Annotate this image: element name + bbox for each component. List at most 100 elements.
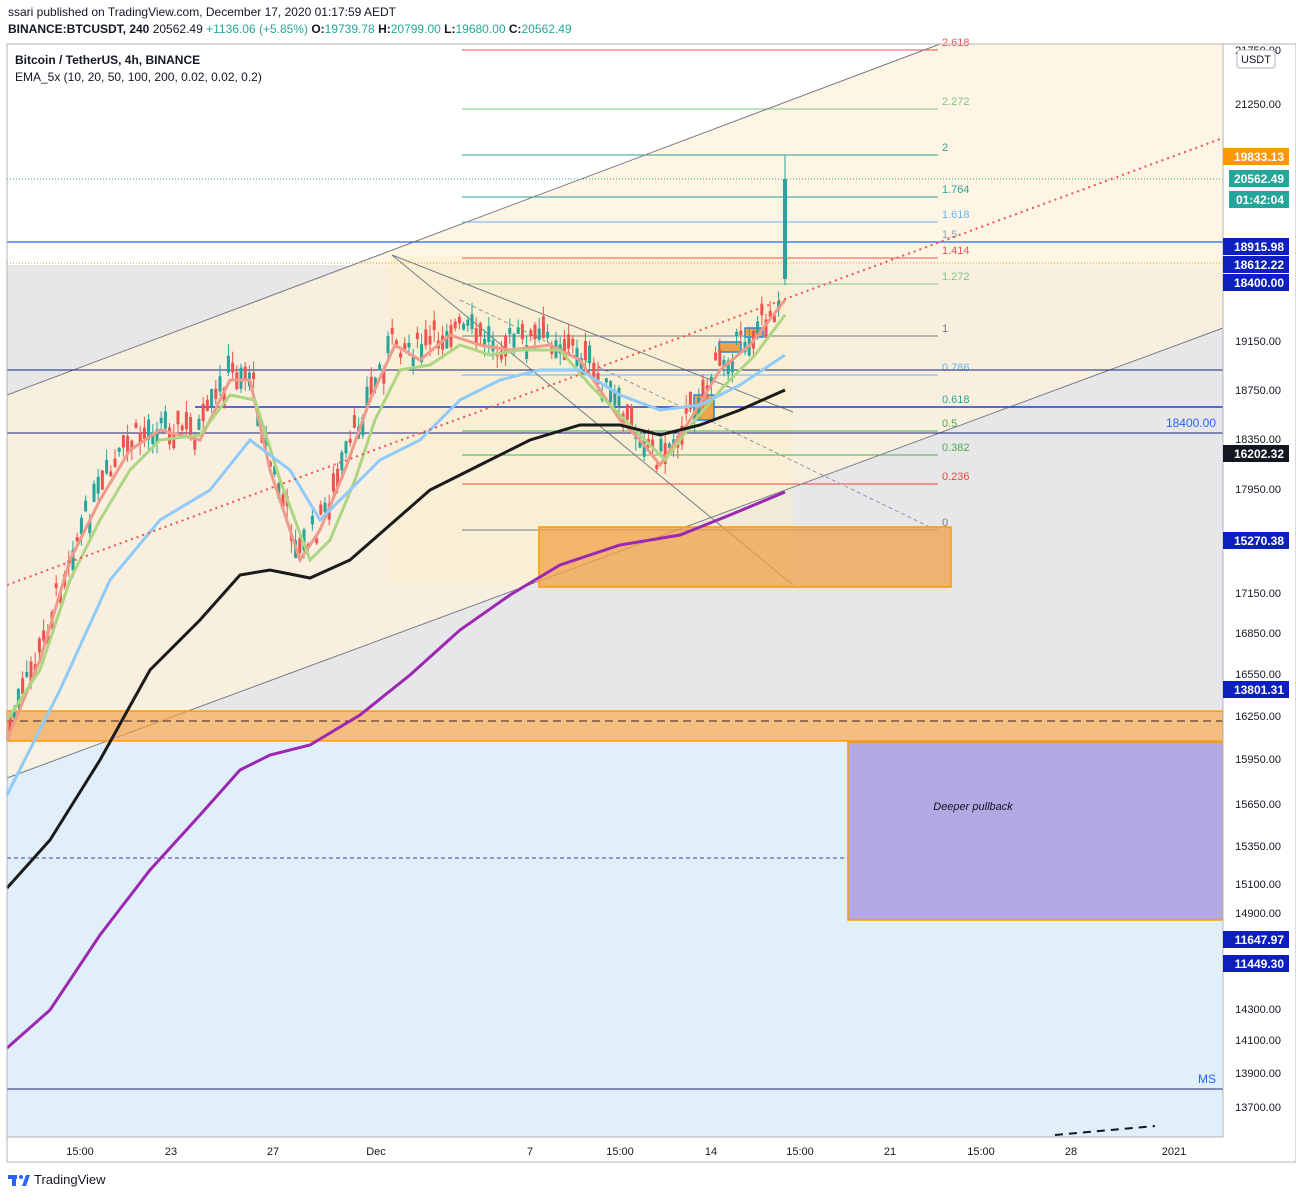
x-tick-label: Dec xyxy=(366,1146,386,1158)
ema-20-line[interactable] xyxy=(5,314,787,721)
price-label-tag xyxy=(1223,445,1289,462)
price-label-tag xyxy=(1229,191,1289,208)
candle-body xyxy=(315,537,319,544)
candle-body xyxy=(756,321,760,336)
fib-label: 1.5 xyxy=(942,229,957,241)
support-zone-band[interactable] xyxy=(6,710,1224,742)
currency-badge[interactable] xyxy=(1236,49,1276,69)
y-tick-label: 16850.00 xyxy=(1235,628,1281,640)
candle-body xyxy=(588,345,592,364)
candle-body xyxy=(92,483,96,502)
y-tick-label: 18350.00 xyxy=(1235,434,1281,446)
candle-body xyxy=(516,327,520,334)
low-label: L: xyxy=(444,22,456,36)
pullback-zone-box[interactable] xyxy=(847,741,1224,921)
candle-body xyxy=(197,418,201,430)
candle-body xyxy=(134,422,138,429)
price-label-tag xyxy=(1223,681,1289,698)
price-label-text: 18400.00 xyxy=(1234,276,1284,290)
candle-body xyxy=(525,344,529,359)
price-label-text: 18612.22 xyxy=(1234,258,1284,272)
candle-body xyxy=(281,494,285,507)
candle-body xyxy=(735,331,739,337)
candle-body xyxy=(583,341,587,361)
channel-upper-line[interactable] xyxy=(6,43,941,396)
low-value: 19680.00 xyxy=(455,22,506,36)
candle-body xyxy=(470,314,474,330)
candle-body xyxy=(121,434,125,448)
x-tick-label: 7 xyxy=(527,1146,533,1158)
candle-body xyxy=(210,389,214,407)
indicator-legend[interactable]: EMA_5x (10, 20, 50, 100, 200, 0.02, 0.02… xyxy=(15,70,262,84)
price-label-text: 15270.38 xyxy=(1234,534,1284,548)
candle-body xyxy=(596,372,600,385)
fib-label: 0.786 xyxy=(942,362,970,374)
candle-body xyxy=(184,411,188,430)
candle-body xyxy=(772,315,776,323)
candle-body xyxy=(113,458,117,467)
y-tick-label: 21250.00 xyxy=(1235,99,1281,111)
candle-body xyxy=(226,355,230,373)
candle-body xyxy=(621,413,625,428)
price-axis[interactable] xyxy=(1223,44,1296,1137)
candle-body xyxy=(378,364,382,371)
candle-body xyxy=(659,438,663,452)
candle-body xyxy=(613,390,617,406)
candle-body xyxy=(609,381,613,403)
price-axis-labels: 19833.13 20562.49 01:42:04 18915.98 18612.22… xyxy=(1223,148,1289,972)
candle-body xyxy=(462,323,466,330)
candle-body xyxy=(352,415,356,429)
price-label-text: 19833.13 xyxy=(1234,150,1284,164)
candle-body xyxy=(541,316,545,338)
candle-body xyxy=(487,326,491,343)
candle-body xyxy=(420,344,424,363)
candle-body xyxy=(298,538,302,554)
ema-50-line[interactable] xyxy=(5,353,786,796)
candle-body xyxy=(663,443,667,464)
publisher-line: ssari published on TradingView.com, Dece… xyxy=(8,5,397,19)
y-tick-label: 15350.00 xyxy=(1235,841,1281,853)
candle-body xyxy=(764,319,768,338)
y-tick-label: 19150.00 xyxy=(1235,336,1281,348)
candle-body xyxy=(428,336,432,345)
tradingview-logo[interactable]: TradingView xyxy=(8,1172,106,1187)
ms-label: MS xyxy=(1198,1072,1216,1086)
candle-body xyxy=(189,417,193,436)
candle-body xyxy=(348,438,352,443)
price-axis-ticks: 21750.0021250.0019150.0018750.0018350.00… xyxy=(1235,45,1281,1114)
price-label-tag xyxy=(1223,955,1289,972)
candle-body xyxy=(323,502,327,513)
tradingview-logo-icon xyxy=(8,1174,30,1186)
demand-zone-box[interactable] xyxy=(538,526,952,588)
ema-200-line[interactable] xyxy=(6,490,786,1050)
y-tick-label: 13700.00 xyxy=(1235,1102,1281,1114)
candle-body xyxy=(96,476,100,494)
candle-body xyxy=(172,432,176,449)
candle-body xyxy=(193,435,197,450)
ema-10-line[interactable] xyxy=(5,299,787,741)
fib-label: 0.5 xyxy=(942,418,957,430)
candle-body xyxy=(100,470,104,490)
candle-body xyxy=(180,425,184,431)
candle-body xyxy=(319,504,323,515)
candle-body xyxy=(310,515,314,525)
candle-body xyxy=(277,483,281,499)
candle-body xyxy=(268,461,272,467)
candle-body xyxy=(42,630,46,641)
chart-legend-title[interactable]: Bitcoin / TetherUS, 4h, BINANCE xyxy=(15,53,201,67)
candle-body xyxy=(457,316,461,324)
candle-body xyxy=(340,452,344,471)
time-axis[interactable] xyxy=(7,1137,1223,1162)
candle-body xyxy=(373,377,377,388)
entry-box-2[interactable] xyxy=(718,341,742,353)
candle-body xyxy=(403,343,407,350)
y-tick-label: 17150.00 xyxy=(1235,588,1281,600)
candle-body xyxy=(533,324,537,340)
candle-body xyxy=(445,330,449,349)
candle-body xyxy=(529,330,533,337)
symbol-label: BINANCE:BTCUSDT, 240 xyxy=(8,22,150,36)
candle-body xyxy=(709,376,713,385)
x-tick-label: 15:00 xyxy=(786,1146,814,1158)
ema-100-line[interactable] xyxy=(5,388,786,890)
